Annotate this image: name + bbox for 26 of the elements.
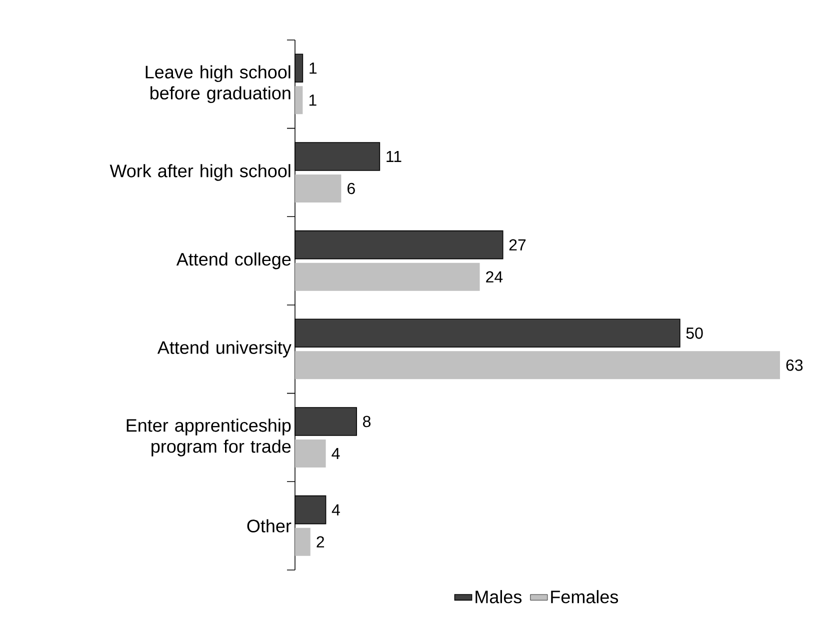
y-tick-label: Leave high school before graduation xyxy=(146,65,290,104)
data-label: 8 xyxy=(363,416,371,428)
y-tick-label: Other xyxy=(247,519,292,532)
data-label: 1 xyxy=(310,62,317,74)
data-label: 27 xyxy=(509,239,526,250)
bar xyxy=(295,174,342,202)
y-tick-label: Enter apprenticeship program for trade xyxy=(126,418,291,456)
data-label: 4 xyxy=(332,448,340,459)
data-label: 63 xyxy=(786,359,803,371)
data-label: 11 xyxy=(386,150,402,162)
legend-label: Females xyxy=(551,590,618,604)
data-label: 4 xyxy=(332,504,340,516)
y-tick-label: Work after high school xyxy=(110,164,290,181)
data-label: 2 xyxy=(316,536,324,548)
bar xyxy=(295,262,480,291)
data-label: 50 xyxy=(686,327,703,339)
bar xyxy=(295,86,303,114)
data-label: 24 xyxy=(486,271,503,282)
data-label: 6 xyxy=(348,182,355,194)
bar xyxy=(295,528,310,556)
bar xyxy=(295,439,326,468)
y-tick-label: Attend college xyxy=(176,252,291,270)
bar xyxy=(295,351,780,380)
data-label: 1 xyxy=(309,94,316,106)
legend-label: Males xyxy=(476,590,522,604)
y-tick-label: Attend university xyxy=(157,340,292,358)
